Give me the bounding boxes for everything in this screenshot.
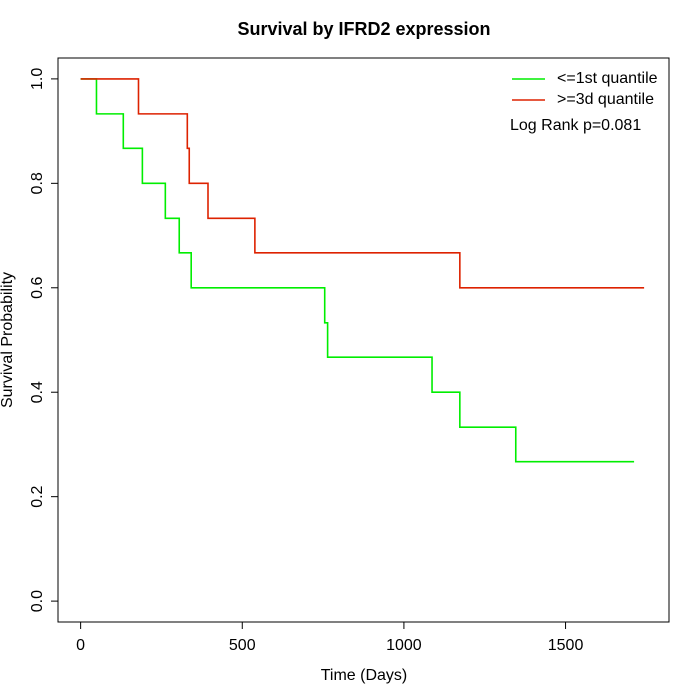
plot-frame [57, 57, 670, 623]
annotation: Log Rank p=0.081 [510, 117, 641, 134]
x-tick-label: 500 [229, 637, 256, 654]
y-axis-label: Survival Probability [0, 272, 16, 408]
y-tick-label: 1.0 [29, 68, 46, 90]
chart-title: Survival by IFRD2 expression [237, 19, 490, 39]
y-tick-label: 0.8 [29, 172, 46, 194]
x-tick-label: 1500 [548, 637, 584, 654]
y-tick-label: 0.6 [29, 277, 46, 299]
y-tick-label: 0.2 [29, 485, 46, 507]
survival-curve [80, 78, 645, 289]
legend-label: >=3d quantile [557, 91, 654, 108]
legend-label: <=1st quantile [557, 70, 658, 87]
x-tick-label: 1000 [386, 637, 422, 654]
survival-curve [80, 78, 635, 463]
y-tick-label: 0.0 [29, 590, 46, 612]
y-tick-label: 0.4 [29, 381, 46, 403]
x-tick-label: 0 [76, 637, 85, 654]
x-axis-label: Time (Days) [321, 667, 408, 684]
